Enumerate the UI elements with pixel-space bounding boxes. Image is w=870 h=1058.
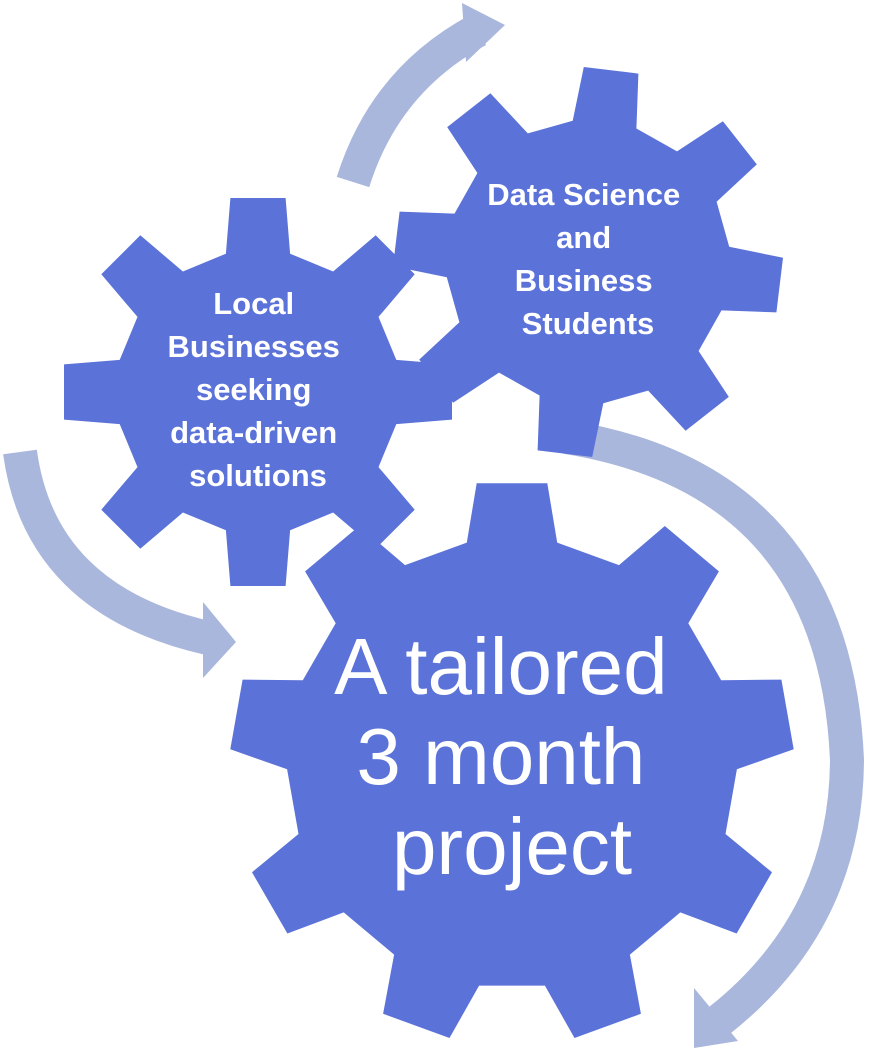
businesses-label-line: Local — [213, 286, 294, 321]
businesses-label: Local Businesses seeking data-driven sol… — [168, 286, 349, 493]
businesses-label-line: solutions — [189, 458, 327, 493]
businesses-label-line: seeking — [196, 372, 311, 407]
project-label-line: 3 month — [356, 712, 645, 801]
gear-project — [230, 483, 794, 1038]
gear-shape — [64, 198, 452, 586]
gear-shape — [393, 67, 783, 457]
students-label-line: Students — [522, 306, 655, 341]
gear-businesses — [64, 198, 452, 586]
students-label-line: Data Science — [487, 177, 680, 212]
project-label-line: project — [392, 802, 632, 891]
students-label-line: Business — [515, 263, 653, 298]
arrow-right — [563, 420, 865, 1048]
businesses-label-line: Businesses — [168, 329, 340, 364]
arrow-left — [3, 449, 236, 678]
arrow-top — [336, 3, 505, 188]
students-label: Data Science and Business Students — [487, 177, 689, 341]
students-label-line: and — [556, 220, 611, 255]
gear-shape — [230, 483, 794, 1038]
project-label-line: A tailored — [334, 622, 668, 711]
businesses-label-line: data-driven — [170, 415, 337, 450]
project-label: A tailored 3 month project — [334, 622, 690, 891]
gear-students — [393, 67, 783, 457]
